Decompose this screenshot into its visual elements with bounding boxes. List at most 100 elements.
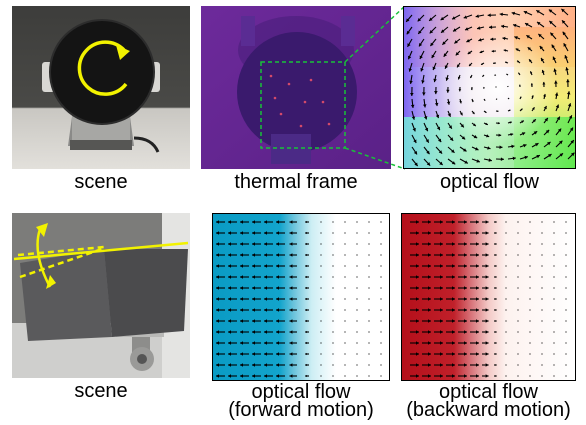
- flow-arrowhead: [305, 242, 308, 246]
- flow-arrowhead: [464, 308, 467, 312]
- flow-arrowhead: [252, 286, 255, 290]
- flow-arrowhead: [438, 150, 443, 154]
- backward-flow-arrows: [410, 220, 567, 378]
- flow-dot: [368, 309, 370, 311]
- flow-arrowhead: [276, 352, 279, 356]
- flow-dot: [332, 342, 334, 344]
- flow-dot: [505, 254, 507, 256]
- flow-dot: [565, 309, 567, 311]
- flow-arrowhead: [252, 363, 255, 367]
- flow-dot: [368, 243, 370, 245]
- flow-arrowhead: [416, 352, 419, 356]
- flow-dot: [565, 364, 567, 366]
- flow-arrowhead: [473, 134, 478, 139]
- flow-arrowhead: [264, 231, 267, 235]
- flow-arrowhead: [216, 231, 219, 235]
- flow-dot: [344, 353, 346, 355]
- flow-arrowhead: [407, 43, 411, 47]
- flow-arrowhead: [416, 319, 419, 323]
- flow-arrowhead: [431, 54, 435, 59]
- flow-arrowhead: [426, 150, 430, 155]
- flow-arrowhead: [416, 242, 419, 246]
- flow-dot: [565, 353, 567, 355]
- flow-dot: [356, 232, 358, 234]
- flow-dot: [505, 287, 507, 289]
- flow-arrowhead: [429, 30, 434, 34]
- flow-arrowhead: [440, 308, 443, 312]
- flow-arrowhead: [476, 253, 479, 257]
- flow-dot: [517, 364, 519, 366]
- flow-arrowhead: [476, 286, 479, 290]
- flow-arrowhead: [416, 363, 419, 367]
- flow-arrowhead: [441, 29, 445, 33]
- flow-dot: [565, 232, 567, 234]
- flow-arrowhead: [495, 342, 497, 344]
- flow-arrowhead: [428, 341, 431, 345]
- flow-dot: [332, 364, 334, 366]
- flow-dot: [517, 353, 519, 355]
- flow-arrowhead: [486, 134, 490, 138]
- flow-dot: [517, 298, 519, 300]
- flow-arrowhead: [553, 68, 557, 72]
- flow-arrowhead: [289, 231, 293, 235]
- flow-dot: [356, 287, 358, 289]
- flow-dot: [332, 254, 334, 256]
- flow-arrowhead: [464, 297, 467, 301]
- flow-arrowhead: [252, 319, 255, 323]
- flow-arrowhead: [554, 92, 559, 96]
- flow-arrowhead: [430, 42, 434, 47]
- caption-thermal-frame: thermal frame: [234, 171, 358, 193]
- flow-arrowhead: [252, 330, 255, 334]
- flow-arrowhead: [464, 330, 467, 334]
- flow-arrowhead: [464, 286, 467, 290]
- flow-dot: [529, 353, 531, 355]
- flow-arrowhead: [470, 88, 473, 91]
- flow-arrowhead: [570, 140, 574, 144]
- flow-dot: [553, 353, 555, 355]
- flow-dot: [380, 331, 382, 333]
- flow-arrowhead: [485, 264, 489, 268]
- flow-arrowhead: [437, 138, 442, 143]
- flow-arrowhead: [554, 80, 558, 84]
- flow-arrowhead: [565, 67, 569, 71]
- flow-dot: [344, 265, 346, 267]
- flow-arrowhead: [305, 374, 308, 378]
- flow-arrowhead: [440, 242, 443, 246]
- flow-dot: [505, 276, 507, 278]
- flow-arrowhead: [563, 43, 567, 47]
- flow-arrowhead: [428, 374, 431, 378]
- flow-dot: [320, 375, 322, 377]
- flow-arrowhead: [413, 139, 417, 143]
- flow-arrowhead: [440, 341, 443, 345]
- flow-arrowhead: [434, 102, 439, 107]
- flow-arrowhead: [473, 123, 476, 127]
- flow-dot: [529, 320, 531, 322]
- flow-arrowhead: [412, 127, 416, 132]
- flow-arrowhead: [416, 374, 419, 378]
- flow-arrowhead: [428, 286, 431, 290]
- flow-arrowhead: [289, 264, 293, 268]
- flow-dot: [495, 86, 497, 88]
- flow-dot: [565, 331, 567, 333]
- flow-arrowhead: [536, 10, 540, 14]
- flow-arrowhead: [497, 110, 499, 112]
- flow-arrowhead: [519, 84, 521, 86]
- flow-arrowhead: [476, 341, 479, 345]
- flow-dot: [505, 364, 507, 366]
- flow-arrowhead: [240, 231, 243, 235]
- flow-arrowhead: [440, 275, 443, 279]
- flow-arrowhead: [464, 352, 467, 356]
- flow-arrowhead: [428, 319, 431, 323]
- flow-arrowhead: [505, 61, 507, 64]
- flow-arrowhead: [508, 97, 510, 99]
- flow-arrowhead: [520, 108, 523, 111]
- flow-dot: [553, 364, 555, 366]
- flow-dot: [505, 309, 507, 311]
- flow-arrowhead: [216, 341, 219, 345]
- flow-arrowhead: [276, 220, 279, 224]
- flow-arrowhead: [499, 12, 503, 17]
- flow-arrowhead: [458, 89, 462, 92]
- flow-arrowhead: [515, 48, 519, 52]
- flow-arrowhead: [428, 253, 431, 257]
